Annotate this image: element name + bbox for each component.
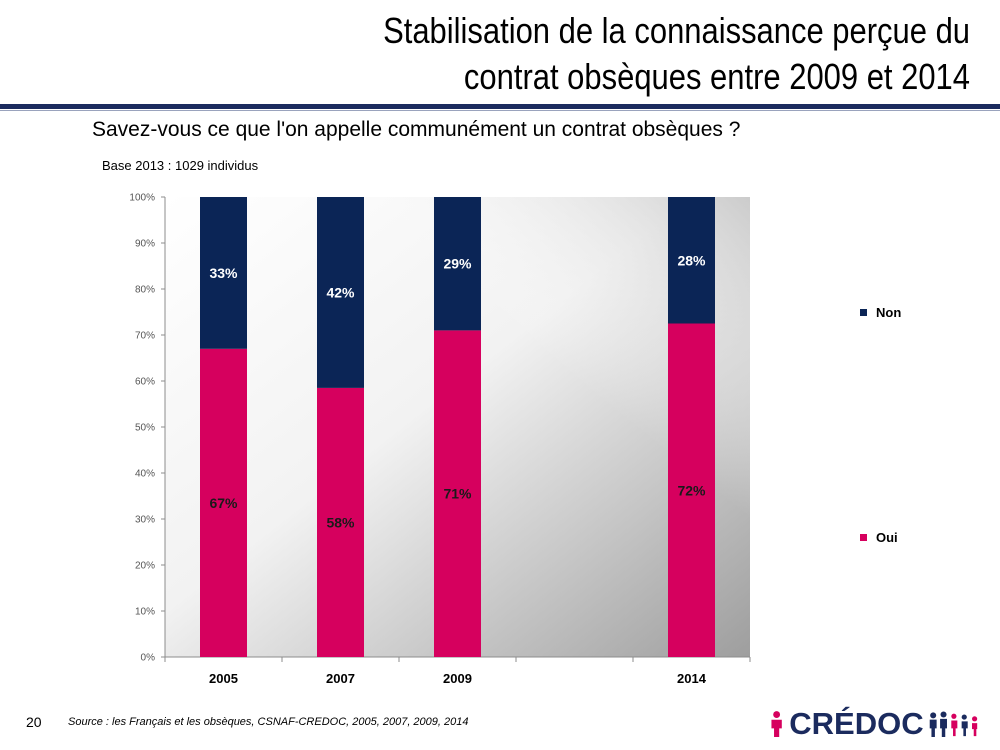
logo-text: CRÉDOC (789, 706, 924, 741)
data-label-non: 33% (209, 265, 238, 281)
x-tick-label: 2005 (209, 671, 238, 686)
bar-oui (317, 387, 364, 657)
legend-item-non: Non (860, 305, 901, 320)
bars (200, 197, 715, 657)
sample-base: Base 2013 : 1029 individus (102, 158, 259, 173)
y-tick-label: 20% (135, 561, 155, 572)
bar-non (434, 197, 481, 331)
source-note: Source : les Français et les obsèques, C… (68, 716, 469, 728)
legend-swatch-non (860, 309, 867, 316)
y-tick-label: 0% (141, 653, 156, 664)
bar-oui (668, 323, 715, 657)
bar-non (668, 197, 715, 324)
data-label-non: 42% (326, 284, 355, 300)
bar-non (200, 197, 247, 349)
x-tick-label: 2007 (326, 671, 355, 686)
bar-non (317, 197, 364, 388)
y-tick-label: 80% (135, 285, 155, 296)
family-left-icon (771, 711, 782, 737)
y-tick-label: 50% (135, 423, 155, 434)
legend-label-non: Non (876, 305, 902, 320)
legend-label-oui: Oui (876, 530, 898, 545)
y-tick-label: 40% (135, 469, 155, 480)
legend-item-oui: Oui (860, 530, 898, 545)
title-rule (0, 104, 1000, 109)
slide-title-line2: contrat obsèques entre 2009 et 2014 (463, 56, 970, 97)
y-tick-label: 30% (135, 515, 155, 526)
family-right-icon (929, 711, 977, 737)
credoc-logo: CRÉDOC (768, 700, 988, 748)
x-axis: 2005 2007 2009 2014 (164, 656, 751, 686)
y-tick-label: 100% (129, 193, 155, 204)
x-tick-label: 2009 (443, 671, 472, 686)
y-tick-label: 10% (135, 607, 155, 618)
slide-title-line1: Stabilisation de la connaissance perçue … (383, 10, 970, 51)
bar-oui (200, 348, 247, 657)
bar-oui (434, 330, 481, 657)
title-rule-thin (0, 110, 1000, 111)
data-label-non: 29% (443, 256, 472, 272)
data-label-oui: 58% (326, 514, 355, 530)
stacked-bar-chart: 0%10%20%30%40%50%60%70%80%90%100% 2005 20… (129, 193, 751, 686)
data-label-oui: 71% (443, 486, 472, 502)
data-label-oui: 72% (677, 482, 706, 498)
data-label-non: 28% (677, 252, 706, 268)
data-label-oui: 67% (209, 495, 238, 511)
slide-title: Stabilisation de la connaissance perçue … (316, 8, 970, 100)
y-tick-label: 90% (135, 239, 155, 250)
legend-swatch-oui (860, 534, 867, 541)
page-number: 20 (26, 714, 42, 730)
y-tick-label: 70% (135, 331, 155, 342)
data-labels: 67% 33% 58% 42% 71% 29% 72% 28% (209, 252, 706, 530)
y-axis: 0% 10% 20% 30% 40% 50% 60% 70% 80% 90% 100% (129, 193, 166, 664)
x-tick-label: 2014 (677, 671, 707, 686)
survey-question: Savez-vous ce que l'on appelle communéme… (92, 118, 741, 141)
y-tick-label: 60% (135, 377, 155, 388)
